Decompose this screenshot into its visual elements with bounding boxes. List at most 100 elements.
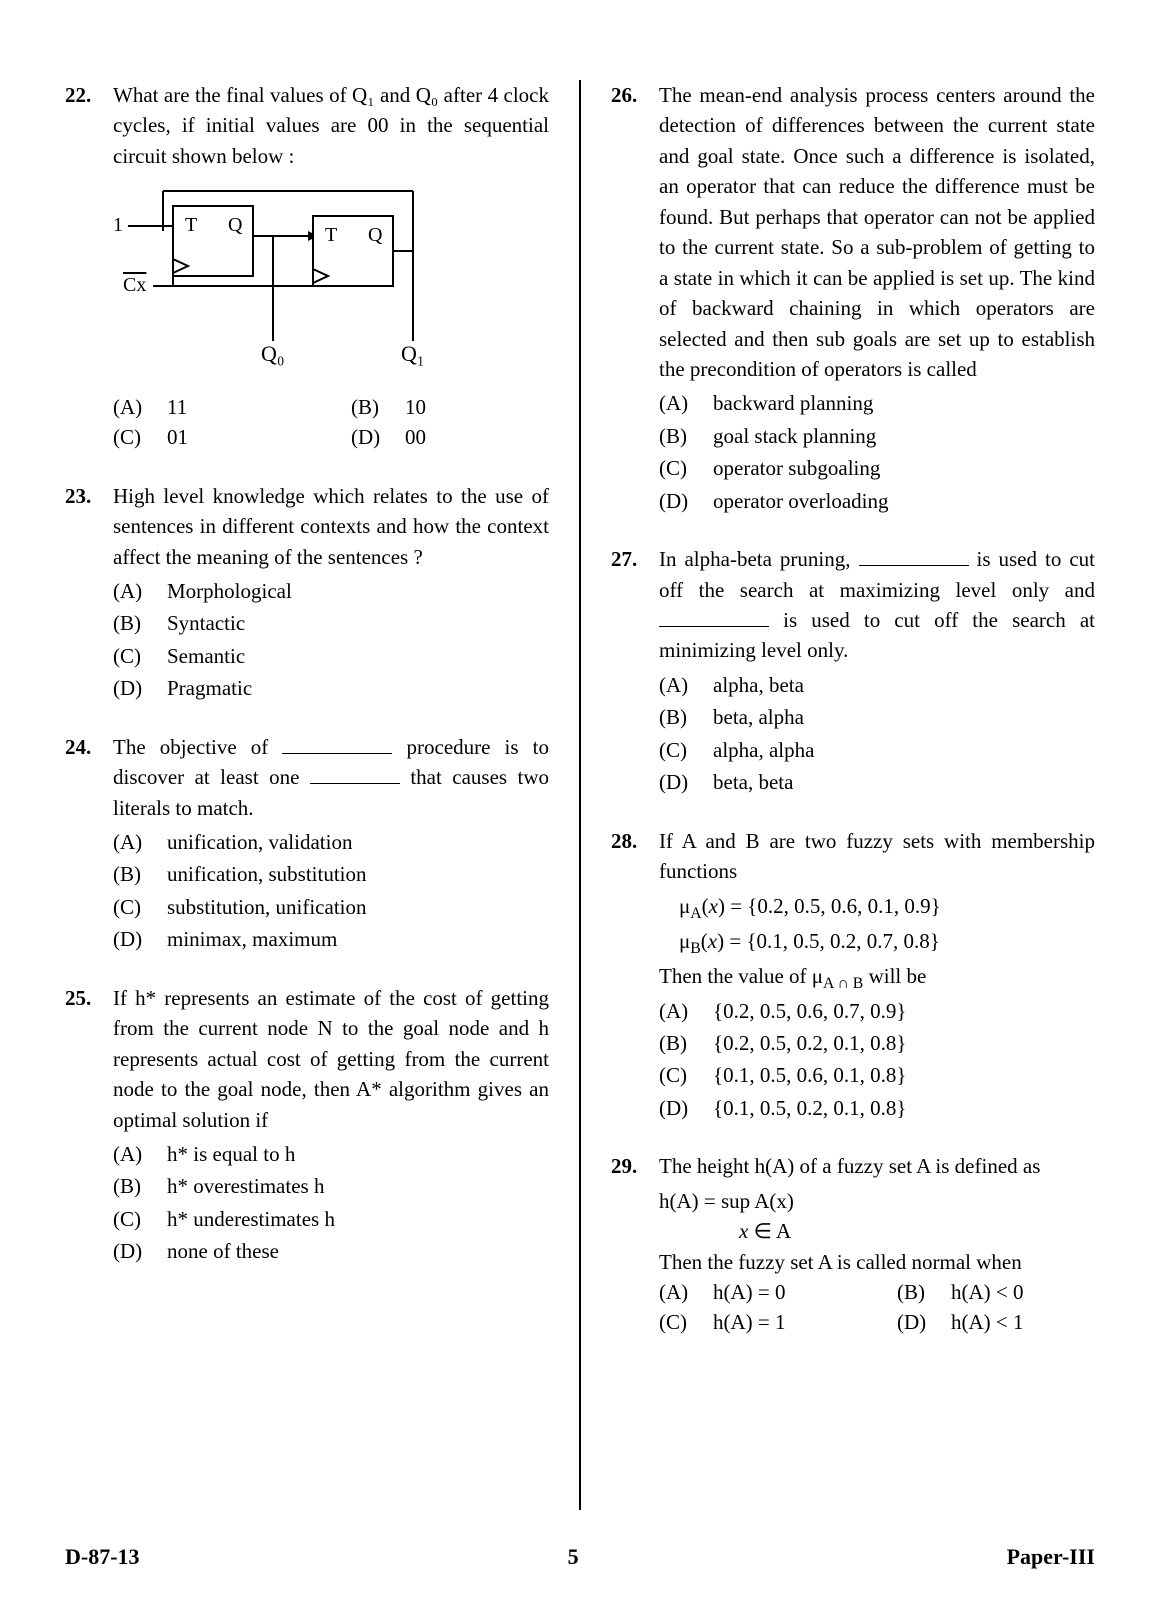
option-B: (B)beta, alpha bbox=[659, 702, 1095, 732]
blank bbox=[659, 606, 769, 627]
question-body: If h* represents an estimate of the cost… bbox=[113, 983, 549, 1267]
option-text: h(A) < 0 bbox=[951, 1277, 1095, 1307]
option-letter: (B) bbox=[351, 392, 405, 422]
question-text: In alpha-beta pruning, is used to cut of… bbox=[659, 544, 1095, 666]
option-B: (B)h* overestimates h bbox=[113, 1171, 549, 1201]
option-text: h* is equal to h bbox=[167, 1139, 549, 1169]
option-letter: (B) bbox=[113, 859, 167, 889]
option-text: 01 bbox=[167, 422, 311, 452]
option-C: (C)h* underestimates h bbox=[113, 1204, 549, 1234]
label-Q0: Q bbox=[228, 214, 243, 236]
option-letter: (C) bbox=[659, 1307, 713, 1337]
question-text: If A and B are two fuzzy sets with membe… bbox=[659, 826, 1095, 887]
question-body: The mean-end analysis process centers ar… bbox=[659, 80, 1095, 516]
option-letter: (B) bbox=[659, 421, 713, 451]
option-D: (D)beta, beta bbox=[659, 767, 1095, 797]
label-Q1: Q bbox=[368, 224, 383, 246]
option-text: backward planning bbox=[713, 388, 1095, 418]
question-number: 25. bbox=[65, 983, 113, 1267]
question-28: 28. If A and B are two fuzzy sets with m… bbox=[611, 826, 1095, 1124]
option-letter: (A) bbox=[113, 1139, 167, 1169]
option-text: 11 bbox=[167, 392, 311, 422]
option-letter: (C) bbox=[659, 453, 713, 483]
question-text: The mean-end analysis process centers ar… bbox=[659, 80, 1095, 384]
option-text: none of these bbox=[167, 1236, 549, 1266]
footer-center: 5 bbox=[568, 1544, 579, 1570]
option-letter: (D) bbox=[113, 924, 167, 954]
question-27: 27. In alpha-beta pruning, is used to cu… bbox=[611, 544, 1095, 798]
label-Q0-out: Q₀ bbox=[261, 341, 285, 366]
option-text: beta, alpha bbox=[713, 702, 1095, 732]
option-text: h(A) < 1 bbox=[951, 1307, 1095, 1337]
options-row: (C)h(A) = 1 (D)h(A) < 1 bbox=[659, 1307, 1095, 1337]
option-D: (D)Pragmatic bbox=[113, 673, 549, 703]
option-letter: (B) bbox=[659, 702, 713, 732]
option-letter: (A) bbox=[659, 388, 713, 418]
option-text: substitution, unification bbox=[167, 892, 549, 922]
options: (A)unification, validation (B)unificatio… bbox=[113, 827, 549, 955]
question-text: High level knowledge which relates to th… bbox=[113, 481, 549, 572]
option-text: h(A) = 1 bbox=[713, 1307, 857, 1337]
label-one: 1 bbox=[113, 214, 123, 236]
option-text: Semantic bbox=[167, 641, 549, 671]
option-text: unification, validation bbox=[167, 827, 549, 857]
question-26: 26. The mean-end analysis process center… bbox=[611, 80, 1095, 516]
blank bbox=[310, 763, 400, 784]
formula-line: x ∈ A bbox=[659, 1216, 1095, 1246]
question-number: 24. bbox=[65, 732, 113, 955]
label-Q1-out: Q₁ bbox=[401, 341, 425, 366]
option-letter: (A) bbox=[113, 392, 167, 422]
option-letter: (C) bbox=[113, 641, 167, 671]
option-letter: (A) bbox=[659, 670, 713, 700]
question-24: 24. The objective of procedure is to dis… bbox=[65, 732, 549, 955]
option-B: (B){0.2, 0.5, 0.2, 0.1, 0.8} bbox=[659, 1028, 1095, 1058]
column-divider bbox=[579, 80, 581, 1510]
option-text: alpha, beta bbox=[713, 670, 1095, 700]
option-A: (A)h* is equal to h bbox=[113, 1139, 549, 1169]
option-letter: (A) bbox=[659, 1277, 713, 1307]
options-row: (A)h(A) = 0 (B)h(A) < 0 bbox=[659, 1277, 1095, 1307]
option-letter: (B) bbox=[113, 1171, 167, 1201]
label-T1: T bbox=[325, 224, 337, 246]
options: (A)backward planning (B)goal stack plann… bbox=[659, 388, 1095, 516]
question-body: In alpha-beta pruning, is used to cut of… bbox=[659, 544, 1095, 798]
footer-left: D-87-13 bbox=[65, 1544, 140, 1570]
option-text: alpha, alpha bbox=[713, 735, 1095, 765]
option-C: (C)01 bbox=[113, 422, 311, 452]
option-letter: (D) bbox=[659, 767, 713, 797]
option-text: beta, beta bbox=[713, 767, 1095, 797]
option-letter: (D) bbox=[659, 1093, 713, 1123]
option-A: (A)unification, validation bbox=[113, 827, 549, 857]
option-letter: (A) bbox=[113, 827, 167, 857]
formula-line: μA(x) = {0.2, 0.5, 0.6, 0.1, 0.9} bbox=[659, 891, 1095, 926]
option-C: (C)Semantic bbox=[113, 641, 549, 671]
option-letter: (D) bbox=[897, 1307, 951, 1337]
option-letter: (B) bbox=[897, 1277, 951, 1307]
option-C: (C)operator subgoaling bbox=[659, 453, 1095, 483]
question-29: 29. The height h(A) of a fuzzy set A is … bbox=[611, 1151, 1095, 1338]
option-text: goal stack planning bbox=[713, 421, 1095, 451]
option-D: (D)none of these bbox=[113, 1236, 549, 1266]
option-text: 10 bbox=[405, 392, 549, 422]
option-text: {0.1, 0.5, 0.6, 0.1, 0.8} bbox=[713, 1060, 1095, 1090]
option-D: (D)00 bbox=[351, 422, 549, 452]
question-body: The height h(A) of a fuzzy set A is defi… bbox=[659, 1151, 1095, 1338]
options: (A)alpha, beta (B)beta, alpha (C)alpha, … bbox=[659, 670, 1095, 798]
option-A: (A)h(A) = 0 bbox=[659, 1277, 857, 1307]
option-letter: (B) bbox=[113, 608, 167, 638]
option-letter: (B) bbox=[659, 1028, 713, 1058]
options-row: (C)01 (D)00 bbox=[113, 422, 549, 452]
blank bbox=[859, 545, 969, 566]
question-body: High level knowledge which relates to th… bbox=[113, 481, 549, 704]
option-text: minimax, maximum bbox=[167, 924, 549, 954]
option-letter: (C) bbox=[659, 1060, 713, 1090]
question-22: 22. What are the final values of Q₁ and … bbox=[65, 80, 549, 453]
option-text: operator subgoaling bbox=[713, 453, 1095, 483]
option-letter: (C) bbox=[113, 892, 167, 922]
question-text: If h* represents an estimate of the cost… bbox=[113, 983, 549, 1135]
option-letter: (A) bbox=[659, 996, 713, 1026]
text-part: In alpha-beta pruning, bbox=[659, 547, 859, 571]
option-A: (A)alpha, beta bbox=[659, 670, 1095, 700]
option-text: h* underestimates h bbox=[167, 1204, 549, 1234]
question-text: The height h(A) of a fuzzy set A is defi… bbox=[659, 1151, 1095, 1181]
